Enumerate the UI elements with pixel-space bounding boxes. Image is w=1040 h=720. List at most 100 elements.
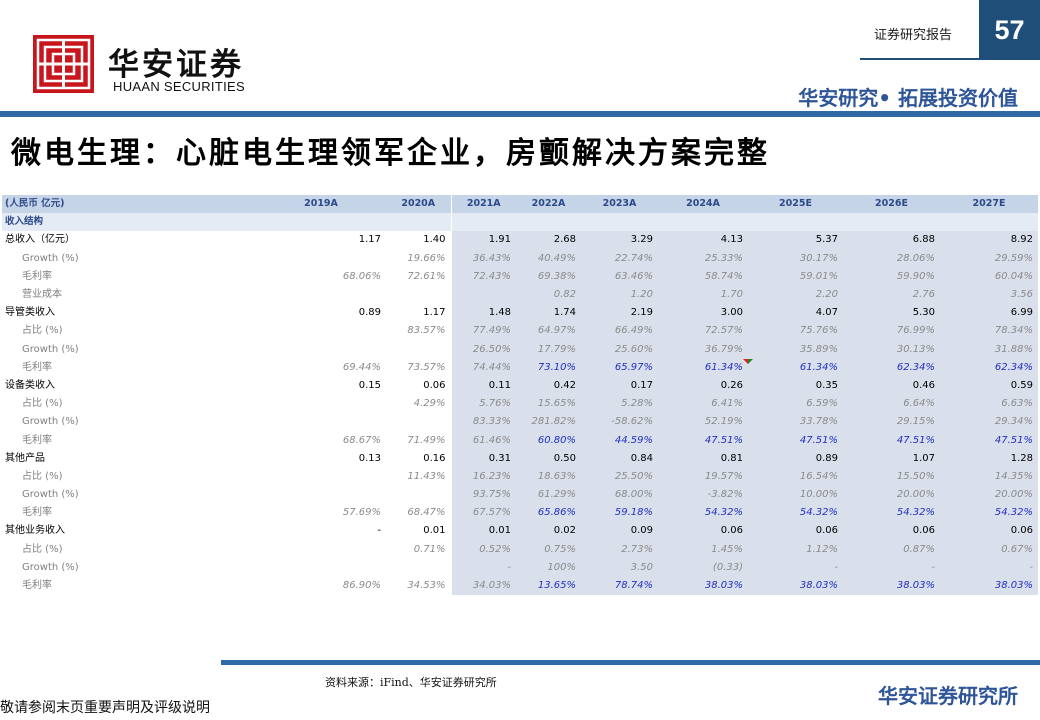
table-cell: 25.60%	[581, 340, 658, 359]
table-cell: 72.57%	[658, 322, 748, 341]
table-cell: 17.79%	[516, 340, 581, 359]
table-cell	[256, 322, 386, 340]
table-cell: 76.99%	[843, 322, 940, 341]
table-cell: -	[377, 525, 381, 537]
table-cell: 25.33%	[658, 249, 748, 268]
table-cell: 15.65%	[516, 395, 581, 414]
table-cell: 6.99	[940, 304, 1038, 323]
table-cell: 0.01	[450, 522, 516, 541]
table-cell: 0.02	[516, 522, 581, 541]
table-cell: 100%	[516, 558, 581, 577]
comment-marker-icon	[743, 358, 748, 364]
table-cell: 15.50%	[843, 467, 940, 486]
table-cell: 2.76	[843, 285, 940, 305]
table-cell: 0.67%	[940, 540, 1038, 559]
logo-english-name: HUAAN SECURITIES	[113, 79, 245, 94]
table-cell: 61.34%	[658, 358, 748, 377]
table-cell: 0.06	[748, 522, 843, 541]
table-cell: 60.04%	[940, 267, 1038, 286]
table-cell: 62.34%	[940, 358, 1038, 377]
table-cell	[386, 286, 451, 304]
table-cell: 11.43%	[407, 470, 446, 482]
financial-forecast-table: (人民币 亿元) 2019A 2020A 2021A 2022A 2023A 2024A 20…	[2, 195, 1038, 596]
row-label: Growth (%)	[22, 416, 79, 428]
row-label: 占比 (%)	[22, 470, 63, 482]
table-cell: 30.17%	[748, 249, 843, 268]
table-cell	[843, 213, 940, 232]
table-cell	[748, 213, 843, 232]
table-cell: 5.28%	[581, 395, 658, 414]
table-cell: 3.50	[581, 558, 658, 577]
table-cell	[386, 486, 451, 504]
table-row: Growth (%) -100% 3.50 (0.33) - - -	[2, 558, 1038, 577]
row-label: 毛利率	[22, 434, 52, 446]
table-cell: 6.63%	[940, 395, 1038, 414]
table-cell: 2.73%	[581, 540, 658, 559]
table-cell: 93.75%	[450, 486, 516, 505]
table-cell: -	[748, 558, 843, 577]
table-cell: 0.15	[358, 379, 381, 391]
table-row: Growth (%) 19.66% 36.43% 40.49% 22.74% 25.33%…	[2, 249, 1038, 268]
table-cell: 73.57%	[407, 361, 446, 373]
table-cell: 0.17	[581, 376, 658, 396]
table-cell: 73.10%	[516, 358, 581, 377]
table-cell: 18.63%	[516, 467, 581, 486]
table-cell	[256, 559, 386, 577]
table-row: Growth (%) 93.75% 61.29% 68.00% -3.82% 10.00%…	[2, 486, 1038, 505]
table-cell: 0.84	[581, 449, 658, 468]
table-cell: 0.01	[423, 525, 446, 537]
table-cell: 6.41%	[658, 395, 748, 414]
table-row: 营业成本 0.82 1.20 1.70 2.20 2.76 3.56	[2, 285, 1038, 305]
table-cell: 3.29	[581, 231, 658, 250]
table-cell: 0.13	[358, 452, 381, 464]
table-cell: 3.00	[658, 304, 748, 323]
table-cell: 281.82%	[516, 413, 581, 432]
error-marker-icon	[748, 358, 753, 364]
table-cell: 16.54%	[748, 467, 843, 486]
table-cell: 38.03%	[843, 576, 940, 596]
header-divider	[0, 111, 1040, 117]
table-cell: -	[843, 558, 940, 577]
table-cell: 1.45%	[658, 540, 748, 559]
table-cell: 35.89%	[748, 340, 843, 359]
table-cell: (0.33)	[658, 558, 748, 577]
table-row: 毛利率 68.06% 72.61% 72.43% 69.38% 63.46% 58.74% 5…	[2, 267, 1038, 286]
table-cell: 63.46%	[581, 267, 658, 286]
table-row: 导管类收入 0.89 1.17 1.48 1.74 2.19 3.00 4.07 5.30 6.9…	[2, 304, 1038, 323]
page-title: 微电生理：心脏电生理领军企业，房颤解决方案完整	[11, 136, 770, 171]
table-cell: 2.68	[516, 231, 581, 250]
table-row: Growth (%) 26.50% 17.79% 25.60% 36.79% 35.89%…	[2, 340, 1038, 359]
table-cell: 38.03%	[940, 576, 1038, 596]
table-cell: 19.66%	[407, 252, 446, 264]
table-cell: 66.49%	[581, 322, 658, 341]
table-cell: 0.31	[450, 449, 516, 468]
table-cell: 67.57%	[450, 504, 516, 523]
table-cell: 0.06	[423, 379, 446, 391]
table-cell: 47.51%	[748, 431, 843, 450]
table-cell	[256, 341, 386, 359]
table-cell: 0.06	[843, 522, 940, 541]
report-type-label: 证券研究报告	[873, 28, 952, 43]
table-cell: 0.11	[450, 376, 516, 396]
table-cell: 61.29%	[516, 486, 581, 505]
table-cell	[581, 213, 658, 232]
table-cell	[450, 213, 516, 232]
table-cell: 68.00%	[581, 486, 658, 505]
table-cell: 28.06%	[843, 249, 940, 268]
table-cell: 0.89	[748, 449, 843, 468]
table-row: 毛利率 57.69% 68.47% 67.57% 65.86% 59.18% 54.32% 5…	[2, 504, 1038, 523]
table-cell: 0.46	[843, 376, 940, 396]
table-cell: 25.50%	[581, 467, 658, 486]
table-cell: 40.49%	[516, 249, 581, 268]
table-cell: 0.09	[581, 522, 658, 541]
year-header: 2023A	[581, 195, 658, 214]
table-cell: 14.35%	[940, 467, 1038, 486]
table-row: Growth (%) 83.33% 281.82% -58.62% 52.19% 33.7…	[2, 413, 1038, 432]
table-cell: 4.29%	[413, 398, 446, 410]
table-cell: 47.51%	[658, 431, 748, 450]
table-header-row: (人民币 亿元) 2019A 2020A 2021A 2022A 2023A 2024A 20…	[2, 195, 1038, 214]
table-cell: 4.13	[658, 231, 748, 250]
table-cell: 0.06	[658, 522, 748, 541]
table-cell: 54.32%	[658, 504, 748, 523]
table-cell: 0.81	[658, 449, 748, 468]
